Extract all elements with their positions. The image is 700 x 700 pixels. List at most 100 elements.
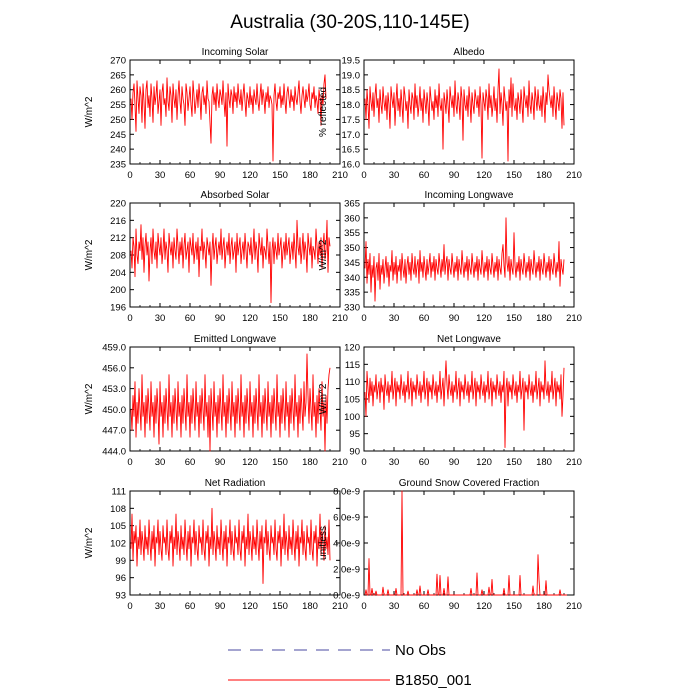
panel-2-ytick-label: 208 (110, 251, 126, 262)
panel-0-ytick-label: 250 (110, 115, 126, 126)
panel-5-xtick-label: 180 (536, 457, 552, 468)
panel-4-ytick-label: 456.0 (102, 363, 126, 374)
panel-0-xtick-label: 0 (127, 170, 132, 181)
panel-1-ytick-label: 16.0 (342, 160, 361, 171)
panel-7-xtick-label: 30 (389, 601, 400, 612)
panel-3-ytick-label: 335 (344, 288, 360, 299)
panel-4-xtick-label: 180 (302, 457, 318, 468)
panel-3-xtick-label: 150 (506, 313, 522, 324)
panel-7-xtick-label: 0 (361, 601, 366, 612)
panel-0-ytick-label: 245 (110, 130, 126, 141)
panel-2-xtick-label: 0 (127, 313, 132, 324)
panel-0-xtick-label: 180 (302, 170, 318, 181)
panel-1-frame (363, 59, 575, 165)
legend-b1850-label: B1850_001 (395, 672, 472, 689)
panel-3-ytick-label: 360 (344, 213, 360, 224)
panel-0-xtick-label: 90 (215, 170, 226, 181)
panel-4-xtick-label: 30 (155, 457, 166, 468)
panel-6-title: Net Radiation (205, 478, 266, 489)
panel-7-series-b1850-001 (364, 490, 567, 596)
panel-5-title: Net Longwave (437, 334, 501, 345)
panel-3-xtick-label: 60 (419, 313, 430, 324)
panel-0-ytick-label: 235 (110, 160, 126, 171)
panel-1-series-b1850-001 (364, 68, 565, 162)
panel-3-ytick-label: 355 (344, 228, 360, 239)
panel-1-ytick-label: 19.0 (342, 70, 361, 81)
panel-6-xtick-label: 150 (272, 601, 288, 612)
panel-1-ylabel: % reflected (318, 87, 329, 137)
panel-7-frame (363, 490, 575, 596)
panel-0-ylabel: W/m^2 (84, 96, 95, 127)
panel-1-xtick-label: 90 (449, 170, 460, 181)
panel-0-series-b1850-001 (130, 74, 327, 162)
panel-2-ylabel: W/m^2 (84, 239, 95, 270)
panel-5-ytick-label: 120 (344, 343, 360, 354)
panel-7-xtick-label: 150 (506, 601, 522, 612)
panel-6-xtick-label: 30 (155, 601, 166, 612)
panel-1-ytick-label: 19.5 (342, 56, 361, 67)
panel-2-series-b1850-001 (130, 219, 331, 304)
panel-4-series-b1850-001 (130, 353, 331, 452)
panel-3-xtick-label: 210 (566, 313, 582, 324)
panel-0-xtick-label: 210 (332, 170, 348, 181)
panel-6-ytick-label: 105 (110, 521, 126, 532)
panel-5: Net Longwave W/m^2 0 30 60 90 120 150 180 210 120 1… (318, 334, 582, 468)
panel-5-xtick-label: 150 (506, 457, 522, 468)
panel-7-xtick-label: 60 (419, 601, 430, 612)
panel-5-ytick-label: 105 (344, 395, 360, 406)
panel-3-xtick-label: 180 (536, 313, 552, 324)
panel-5-ylabel: W/m^2 (318, 383, 329, 414)
panel-5-ytick-label: 95 (349, 429, 360, 440)
panel-7-ytick-label: 4.0e-9 (333, 539, 360, 550)
panel-0-ytick-label: 240 (110, 145, 126, 156)
panel-7-xtick-label: 180 (536, 601, 552, 612)
panel-3-ytick-label: 350 (344, 243, 360, 254)
panel-0-ytick-label: 270 (110, 56, 126, 67)
panel-1-ytick-label: 17.5 (342, 115, 361, 126)
panel-3-ytick-label: 365 (344, 199, 360, 210)
panel-6-ytick-label: 93 (115, 591, 126, 602)
panel-2-xtick-label: 120 (242, 313, 258, 324)
panel-5-xtick-label: 120 (476, 457, 492, 468)
panel-4-xtick-label: 60 (185, 457, 196, 468)
figure-title: Australia (30-20S,110-145E) (230, 12, 469, 33)
panel-7-xtick-label: 210 (566, 601, 582, 612)
panel-7-title: Ground Snow Covered Fraction (399, 478, 540, 489)
panel-1-ytick-label: 17.0 (342, 130, 361, 141)
panel-4-xtick-label: 0 (127, 457, 132, 468)
panel-6-xtick-label: 90 (215, 601, 226, 612)
panel-1-xtick-label: 180 (536, 170, 552, 181)
panel-7-ylabel: unitless (318, 526, 329, 560)
panel-5-series-b1850-001 (364, 360, 565, 448)
panel-0-ytick-label: 265 (110, 70, 126, 81)
panel-1-xtick-label: 210 (566, 170, 582, 181)
panel-0-ytick-label: 255 (110, 100, 126, 111)
panel-6-xtick-label: 0 (127, 601, 132, 612)
panel-6-ytick-label: 96 (115, 573, 126, 584)
panel-4-title: Emitted Longwave (194, 334, 277, 345)
panel-3-ytick-label: 330 (344, 303, 360, 314)
panel-1: Albedo % reflected 0 30 60 90 120 150 180 210 19.5… (318, 47, 582, 181)
panel-0-xtick-label: 120 (242, 170, 258, 181)
panel-5-xtick-label: 0 (361, 457, 366, 468)
panel-6-ytick-label: 111 (112, 487, 126, 498)
panel-1-xtick-label: 150 (506, 170, 522, 181)
panel-0-xtick-label: 60 (185, 170, 196, 181)
panel-2-xtick-label: 30 (155, 313, 166, 324)
panel-6-frame (129, 490, 341, 596)
panel-6-series-b1850-001 (130, 507, 331, 584)
panel-4-ytick-label: 450.0 (102, 405, 126, 416)
panel-5-xtick-label: 60 (419, 457, 430, 468)
panel-6: Net Radiation W/m^2 0 30 60 90 120 150 180 210 111… (84, 478, 348, 612)
legend-no-obs-label: No Obs (395, 642, 446, 659)
panel-6-xtick-label: 210 (332, 601, 348, 612)
panel-7-xtick-label: 120 (476, 601, 492, 612)
panel-4-ytick-label: 453.0 (102, 384, 126, 395)
panel-6-xtick-label: 180 (302, 601, 318, 612)
panel-2-ytick-label: 204 (110, 268, 126, 279)
panel-4-xtick-label: 210 (332, 457, 348, 468)
panel-4: Emitted Longwave W/m^2 0 30 60 90 120 150 180 210… (84, 334, 348, 468)
panel-4-frame (129, 346, 341, 452)
panel-0-title: Incoming Solar (202, 47, 269, 58)
panel-7-xtick-label: 90 (449, 601, 460, 612)
